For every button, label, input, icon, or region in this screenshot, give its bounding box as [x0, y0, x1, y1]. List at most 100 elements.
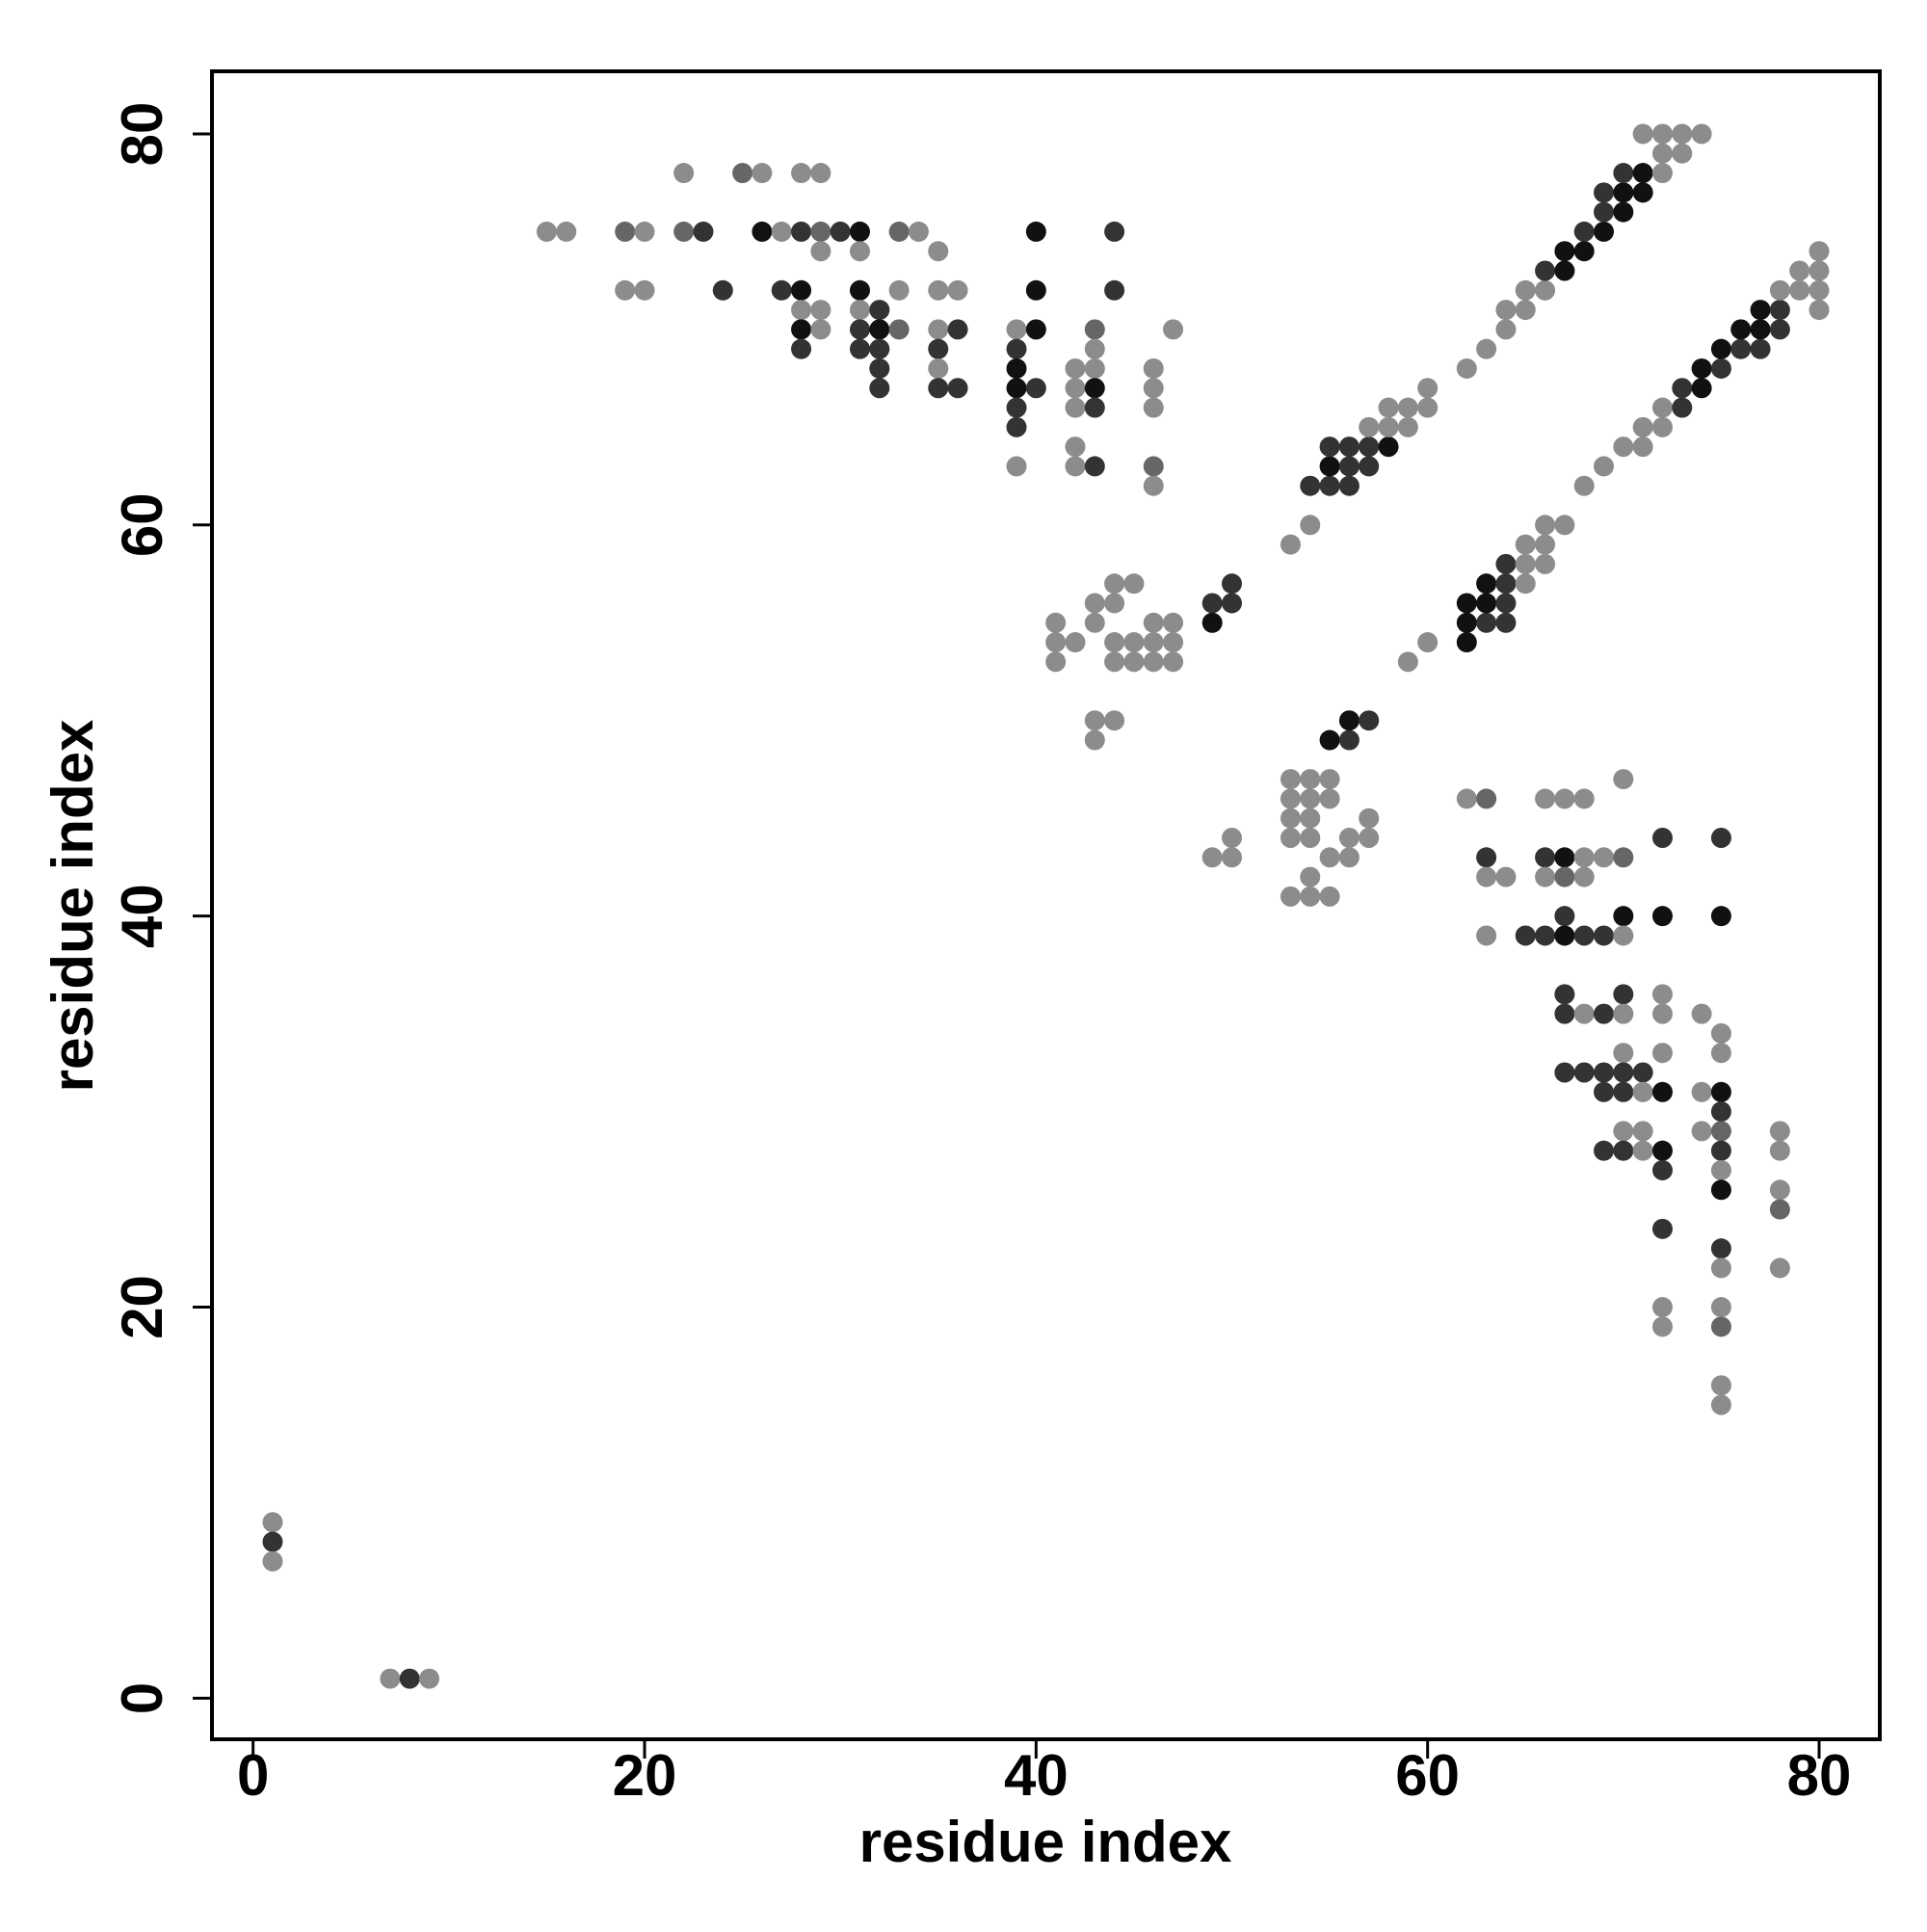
contact-point — [1672, 397, 1693, 418]
contact-point — [1710, 1297, 1731, 1318]
contact-point — [1319, 788, 1340, 809]
contact-point — [1808, 260, 1830, 281]
contact-point — [1378, 416, 1399, 437]
contact-point — [947, 279, 968, 301]
contact-point — [1535, 866, 1556, 887]
contact-point — [1319, 886, 1340, 907]
contact-point — [1573, 241, 1595, 262]
plot-frame — [210, 69, 1882, 1741]
contact-point — [1750, 319, 1771, 340]
contact-point — [1554, 925, 1575, 946]
contact-point — [1201, 593, 1223, 614]
contact-point — [1104, 573, 1125, 595]
contact-point — [732, 163, 753, 184]
contact-point — [1632, 1062, 1653, 1083]
contact-point — [1319, 729, 1340, 751]
contact-point — [1104, 710, 1125, 731]
contact-point — [1769, 1179, 1790, 1201]
contact-point — [399, 1668, 420, 1689]
contact-point — [1710, 1140, 1731, 1161]
contact-point — [1594, 925, 1615, 946]
contact-point — [1084, 593, 1105, 614]
contact-point — [1143, 651, 1164, 673]
contact-point — [1710, 1394, 1731, 1416]
contact-point — [1065, 397, 1086, 418]
contact-point — [1691, 1121, 1712, 1142]
contact-point — [1378, 397, 1399, 418]
contact-point — [1300, 515, 1321, 536]
contact-point — [1359, 416, 1380, 437]
contact-point — [1280, 788, 1301, 809]
contact-point — [1554, 241, 1575, 262]
contact-point — [1632, 1121, 1653, 1142]
contact-point — [1710, 1121, 1731, 1142]
contact-point — [1769, 1199, 1790, 1220]
contact-point — [1065, 378, 1086, 399]
contact-point — [1163, 612, 1184, 633]
contact-point — [1613, 847, 1634, 868]
contact-point — [1613, 1003, 1634, 1024]
contact-point — [1535, 279, 1556, 301]
contact-point — [1456, 632, 1477, 653]
contact-point — [791, 338, 812, 359]
contact-point — [1476, 788, 1497, 809]
contact-point — [1535, 553, 1556, 574]
contact-point — [1280, 827, 1301, 848]
contact-point — [1594, 1081, 1615, 1102]
contact-point — [1338, 729, 1359, 751]
contact-point — [1535, 847, 1556, 868]
contact-point — [1651, 1003, 1673, 1024]
contact-point — [1300, 475, 1321, 496]
contact-point — [1495, 319, 1517, 340]
contact-point — [928, 319, 949, 340]
contact-point — [1338, 456, 1359, 477]
contact-point — [1300, 866, 1321, 887]
y-tick-label: 80 — [110, 102, 174, 167]
contact-point — [1143, 612, 1164, 633]
contact-point — [1476, 847, 1497, 868]
contact-point — [1397, 651, 1418, 673]
contact-point — [888, 221, 910, 242]
contact-point — [1319, 437, 1340, 458]
contact-point — [1632, 163, 1653, 184]
contact-point — [1535, 515, 1556, 536]
contact-point — [791, 221, 812, 242]
contact-point — [1222, 827, 1243, 848]
contact-point — [1632, 437, 1653, 458]
contact-point — [1476, 338, 1497, 359]
contact-point — [1476, 573, 1497, 595]
contact-point — [1163, 632, 1184, 653]
contact-point — [693, 221, 714, 242]
contact-point — [1573, 847, 1595, 868]
contact-point — [1594, 1062, 1615, 1083]
contact-point — [1632, 182, 1653, 203]
x-axis-label: residue index — [859, 1810, 1232, 1874]
contact-point — [1456, 357, 1477, 379]
contact-point — [1338, 847, 1359, 868]
contact-point — [928, 279, 949, 301]
contact-point — [1573, 925, 1595, 946]
contact-point — [1769, 300, 1790, 321]
contact-point — [1554, 866, 1575, 887]
contact-point — [1613, 1043, 1634, 1064]
contact-point — [1359, 437, 1380, 458]
contact-point — [615, 279, 636, 301]
contact-point — [1769, 279, 1790, 301]
contact-point — [1104, 593, 1125, 614]
contact-point — [1651, 416, 1673, 437]
contact-point — [1710, 1101, 1731, 1123]
contact-point — [615, 221, 636, 242]
contact-point — [1495, 553, 1517, 574]
contact-point — [1651, 1316, 1673, 1337]
contact-point — [1065, 632, 1086, 653]
contact-point — [556, 221, 577, 242]
contact-point — [1104, 221, 1125, 242]
contact-point — [1280, 886, 1301, 907]
contact-point — [1123, 651, 1145, 673]
contact-point — [1651, 1297, 1673, 1318]
contact-point — [791, 279, 812, 301]
contact-point — [1613, 906, 1634, 927]
contact-point — [1554, 906, 1575, 927]
contact-point — [1025, 319, 1046, 340]
